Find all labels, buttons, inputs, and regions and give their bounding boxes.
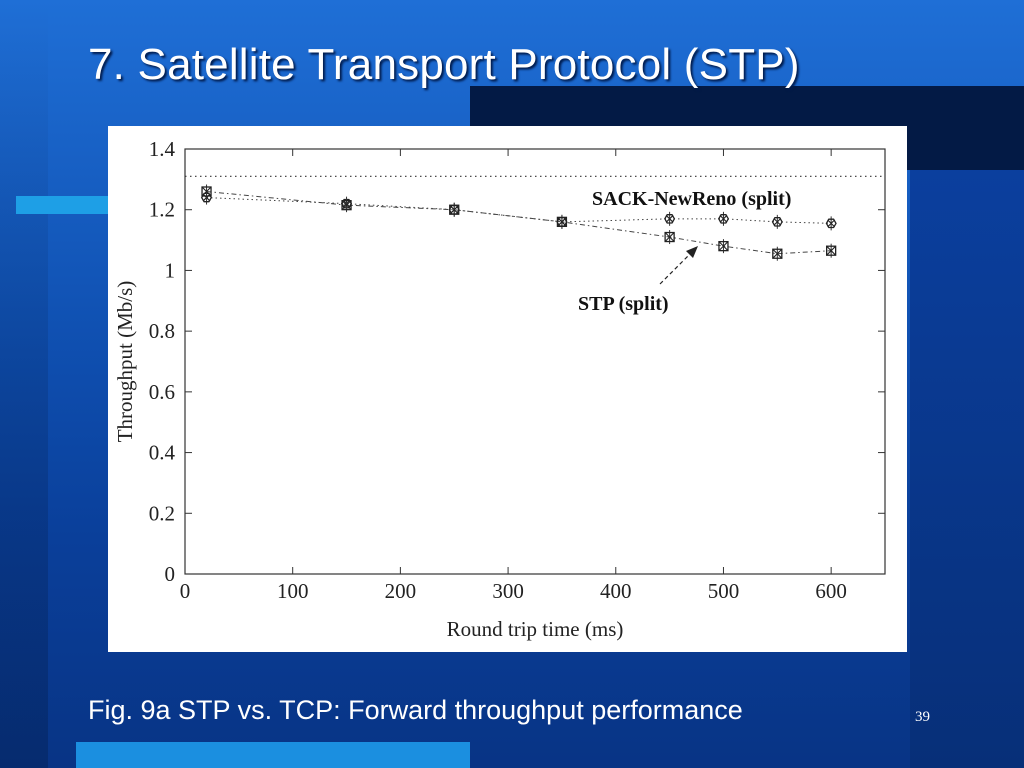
x-tick-label: 300: [492, 579, 523, 603]
data-point-stp-cross: [772, 248, 783, 259]
x-tick-label: 500: [708, 579, 740, 603]
annotation-arrowhead: [686, 246, 698, 258]
data-point-stp: [664, 231, 675, 243]
series-label-stp: STP (split): [578, 293, 669, 315]
x-tick-label: 0: [180, 579, 191, 603]
background-accent-bar-bottom: [76, 742, 470, 768]
data-point-stp: [718, 240, 729, 252]
chart-panel: 0 100 200 300 400 500 600 0 0.2 0.4 0.6 0.8 1 1.2 1.4 R…: [108, 126, 907, 652]
figure-caption: Fig. 9a STP vs. TCP: Forward throughput …: [88, 695, 743, 725]
data-point-sack-cross: [719, 214, 728, 223]
background-shade-left: [0, 0, 48, 768]
data-point-stp-cross: [557, 216, 567, 227]
data-point-sack: [664, 214, 676, 224]
data-point-stp-cross: [718, 241, 729, 252]
series-label-sack-newreno: SACK-NewReno (split): [592, 188, 791, 210]
page-number: 39: [915, 709, 930, 725]
throughput-chart: 0 100 200 300 400 500 600 0 0.2 0.4 0.6 0.8 1 1.2 1.4 R…: [113, 137, 886, 641]
x-tick-label: 400: [600, 579, 632, 603]
y-tick-label: 1: [165, 258, 176, 282]
x-tick-label: 100: [277, 579, 309, 603]
data-point-stp-cross: [826, 245, 837, 256]
data-point-sack: [825, 218, 837, 229]
data-point-stp-cross: [449, 204, 460, 215]
y-tick-label: 0: [165, 562, 176, 586]
y-tick-label: 0.2: [149, 501, 175, 525]
data-point-sack: [717, 214, 730, 224]
data-point-stp: [772, 248, 783, 259]
y-tick-label: 0.6: [149, 380, 175, 404]
slide-title: 7. Satellite Transport Protocol (STP): [88, 40, 800, 89]
series-line-0: [206, 197, 832, 224]
y-tick-label: 1.4: [149, 137, 176, 161]
data-point-sack: [771, 217, 783, 227]
background-accent-bar: [16, 196, 110, 214]
plot-frame: [184, 148, 886, 575]
y-tick-label: 1.2: [149, 198, 175, 222]
annotation-arrow-line: [659, 251, 693, 285]
data-point-sack-cross: [665, 214, 674, 223]
data-point-sack-cross: [773, 217, 782, 226]
data-point-sack-cross: [827, 219, 836, 228]
x-tick-label: 600: [815, 579, 847, 603]
x-axis-label: Round trip time (ms): [447, 617, 624, 641]
data-point-stp-cross: [664, 232, 675, 242]
data-point-stp: [341, 200, 352, 211]
y-tick-label: 0.8: [149, 319, 175, 343]
data-point-stp: [556, 216, 568, 228]
y-tick-label: 0.4: [149, 441, 176, 465]
data-point-stp: [201, 186, 212, 197]
data-point-stp-cross: [201, 186, 212, 197]
data-point-stp-cross: [341, 200, 352, 211]
data-point-stp: [449, 204, 460, 215]
series-line-1: [206, 191, 832, 255]
x-tick-label: 200: [385, 579, 417, 603]
y-axis-label: Throughput (Mb/s): [113, 281, 137, 443]
background-block-right: [910, 170, 1024, 768]
data-point-stp: [826, 245, 837, 256]
